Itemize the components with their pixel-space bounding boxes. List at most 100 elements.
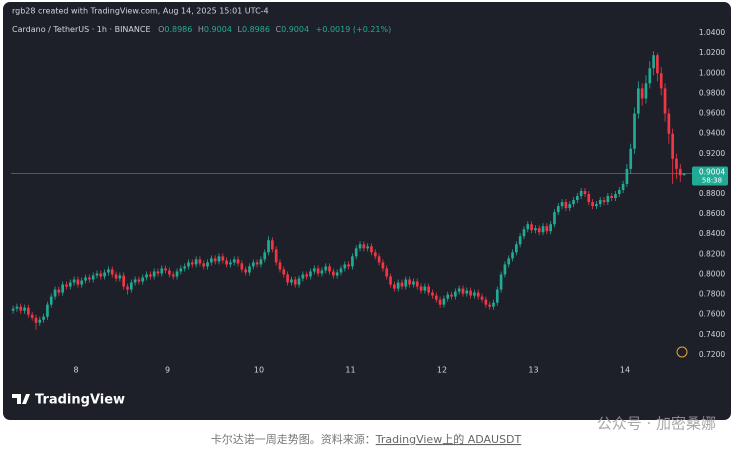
logo-icon: [12, 394, 30, 404]
candle-body: [175, 271, 179, 277]
candle-body: [404, 279, 408, 287]
candle-body: [637, 88, 640, 114]
candle-body: [431, 292, 434, 296]
candle-body: [99, 273, 103, 277]
candle-body: [57, 289, 61, 293]
candle-body: [91, 275, 95, 280]
candle-body: [633, 113, 636, 149]
candle-body: [610, 196, 613, 199]
candle-body: [648, 68, 652, 84]
legend-value: 0.8986: [242, 25, 270, 34]
x-tick-label: 11: [345, 366, 355, 375]
candle-body: [274, 249, 278, 263]
candle-body: [503, 264, 507, 275]
candle-body: [263, 252, 267, 260]
candle-body: [454, 291, 457, 297]
candle-body: [324, 266, 328, 271]
candle-body: [316, 268, 320, 274]
candle-body: [583, 190, 587, 195]
x-tick-label: 9: [165, 366, 170, 375]
y-tick-label: 1.0000: [699, 68, 725, 77]
candle-body: [572, 200, 575, 205]
candle-body: [362, 244, 366, 249]
candle-body: [34, 317, 38, 323]
candle-body: [297, 278, 301, 285]
candle-body: [332, 271, 335, 276]
candle-body: [95, 273, 99, 276]
candle-body: [27, 307, 30, 315]
candle-body: [446, 294, 450, 299]
y-tick-label: 0.9600: [699, 109, 725, 118]
y-tick-label: 0.7400: [699, 330, 725, 339]
candle-body: [76, 279, 80, 285]
candle-body: [400, 282, 404, 287]
candle-body: [663, 88, 667, 114]
candle-body: [511, 252, 514, 259]
legend-value: 0.9004: [204, 25, 232, 34]
candle-body: [53, 289, 57, 297]
y-tick-label: 0.8200: [699, 249, 725, 258]
candle-body: [595, 204, 598, 207]
candle-body: [286, 274, 289, 283]
candle-body: [564, 202, 568, 209]
x-tick-label: 8: [73, 366, 78, 375]
candle-body: [343, 264, 347, 269]
y-tick-label: 0.8800: [699, 189, 725, 198]
y-tick-label: 0.8400: [699, 229, 725, 238]
candle-body: [114, 274, 118, 279]
candle-body: [164, 268, 167, 271]
candle-body: [229, 262, 232, 265]
candle-body: [320, 270, 324, 274]
candle-body: [278, 262, 282, 270]
y-tick-label: 1.0200: [699, 48, 725, 57]
candle-body: [312, 268, 316, 272]
y-tick-label: 0.9200: [699, 149, 725, 158]
y-tick-label: 0.9400: [699, 129, 725, 138]
created-note: rgb28 created with TradingView.com, Aug …: [12, 7, 269, 16]
candle-body: [427, 286, 430, 293]
candle-body: [11, 308, 15, 311]
candle-body: [617, 189, 621, 195]
candle-body: [412, 281, 415, 285]
last-price-badge: [692, 166, 728, 186]
candle-body: [122, 275, 126, 287]
x-tick-label: 14: [620, 366, 630, 375]
candle-body: [133, 279, 137, 283]
candle-body: [495, 289, 499, 303]
candle-body: [72, 279, 76, 283]
candle-body: [473, 292, 476, 296]
candle-body: [656, 55, 659, 74]
candle-body: [217, 256, 221, 262]
candle-body: [606, 196, 610, 203]
candle-body: [213, 258, 217, 262]
candle-body: [137, 279, 141, 282]
candle-body: [19, 306, 23, 311]
candle-body: [484, 299, 488, 305]
caption-link[interactable]: TradingView上的 ADAUSDT: [375, 432, 522, 446]
candle-body: [492, 302, 495, 307]
y-tick-label: 1.0400: [699, 28, 725, 37]
x-tick-label: 12: [437, 366, 447, 375]
candle-body: [61, 284, 65, 293]
candle-body: [46, 304, 49, 317]
candle-body: [591, 202, 594, 207]
candle-body: [49, 296, 53, 305]
candle-body: [240, 263, 244, 270]
candle-body: [370, 246, 373, 253]
candle-body: [194, 259, 198, 265]
candle-body: [423, 286, 427, 291]
candle-body: [469, 290, 472, 296]
candle-body: [225, 260, 228, 265]
candle-body: [160, 268, 164, 274]
candle-body: [282, 269, 286, 275]
candle-body: [68, 282, 72, 287]
candle-body: [168, 270, 171, 275]
candle-body: [347, 264, 350, 267]
candle-body: [271, 240, 274, 250]
candle-body: [621, 183, 625, 190]
candle-body: [221, 256, 225, 261]
x-tick-label: 10: [254, 366, 264, 375]
candle-body: [198, 259, 202, 264]
candle-body: [682, 173, 686, 176]
